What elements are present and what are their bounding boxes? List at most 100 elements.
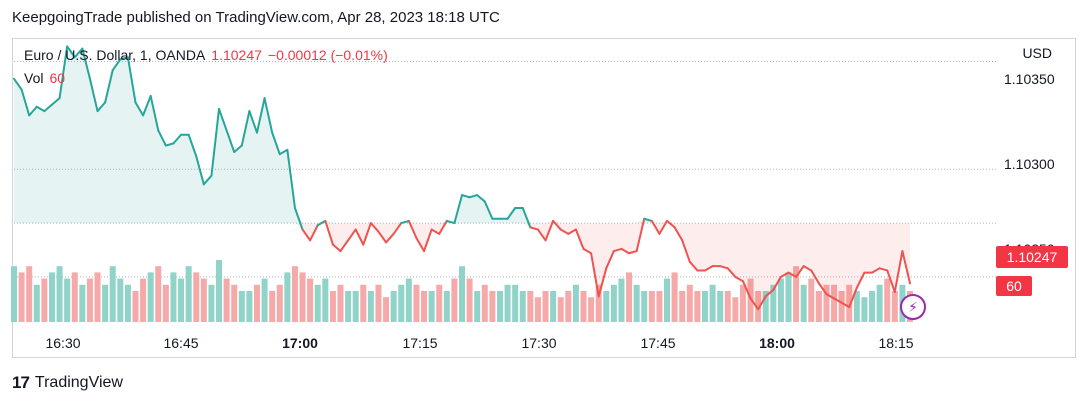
- price-segment: [28, 105, 38, 117]
- price-segment: [119, 56, 129, 61]
- price-segment: [438, 219, 448, 235]
- price-segment: [126, 56, 137, 104]
- price-segment: [66, 45, 76, 59]
- price-segment: [855, 271, 866, 289]
- volume-bar: [200, 278, 207, 322]
- price-segment: [400, 219, 410, 225]
- price-segment: [795, 265, 805, 278]
- volume-bar: [884, 278, 891, 322]
- volume-bar: [261, 278, 268, 322]
- negative-area: [14, 223, 910, 310]
- price-segment: [43, 103, 53, 113]
- volume-bar: [140, 278, 147, 322]
- price-segment: [901, 250, 911, 285]
- price-segment: [369, 222, 380, 233]
- symbol-name[interactable]: Euro / U.S. Dollar, 1, OANDA: [24, 47, 206, 63]
- volume-bar: [178, 278, 185, 322]
- brand[interactable]: 17 TradingView: [12, 373, 123, 393]
- volume-bar: [56, 266, 63, 322]
- volume-bar: [109, 266, 116, 322]
- volume-bar: [375, 284, 382, 322]
- price-segment: [20, 88, 31, 117]
- price-segment: [278, 148, 289, 156]
- volume-bar: [117, 278, 124, 322]
- volume-bar: [815, 291, 822, 322]
- price-segment: [218, 107, 228, 132]
- price-segment: [392, 222, 403, 235]
- volume-bar: [443, 291, 450, 322]
- volume-bar: [527, 291, 534, 322]
- tradingview-logo-icon: 17: [12, 373, 30, 392]
- price-segment: [240, 110, 251, 147]
- price-segment: [741, 280, 752, 300]
- volume-bar: [762, 291, 769, 322]
- price-segment: [802, 265, 813, 272]
- volume-bar: [269, 291, 276, 322]
- volume-label[interactable]: Vol: [24, 70, 44, 86]
- x-tick-label: 17:15: [402, 335, 438, 351]
- volume-bar: [565, 291, 572, 322]
- price-segment: [377, 230, 388, 244]
- x-tick-label: 18:15: [878, 335, 914, 351]
- price-segment: [529, 226, 539, 231]
- volume-bar: [853, 291, 860, 322]
- price-segment: [172, 133, 183, 145]
- volume-bar: [238, 291, 245, 322]
- price-segment: [13, 77, 23, 91]
- price-segment: [848, 286, 858, 309]
- price-segment: [324, 219, 334, 246]
- chart-frame: [12, 38, 1076, 358]
- volume-bar: [648, 291, 655, 322]
- price-segment: [726, 267, 737, 278]
- volume-bar: [846, 284, 853, 322]
- price-segment: [893, 250, 904, 293]
- price-segment: [476, 194, 486, 203]
- price-segment: [187, 133, 198, 158]
- volume-bar: [466, 278, 473, 322]
- volume-bar: [800, 284, 807, 322]
- volume-bar: [694, 291, 701, 322]
- last-price: 1.10247: [211, 47, 262, 63]
- volume-bar: [504, 284, 511, 322]
- price-segment: [347, 228, 357, 242]
- volume-bar: [481, 284, 488, 322]
- price-segment: [255, 97, 266, 134]
- price-segment: [559, 228, 570, 235]
- volume-bar: [299, 272, 306, 322]
- price-segment: [582, 247, 593, 255]
- volume-bar: [861, 297, 868, 322]
- price-segment: [749, 297, 760, 311]
- volume-bar: [459, 266, 465, 322]
- volume-bar: [436, 284, 443, 322]
- price-segment: [628, 250, 638, 255]
- price-segment: [88, 77, 99, 113]
- volume-bar: [755, 291, 762, 322]
- volume-bar: [132, 291, 139, 322]
- volume-bar: [124, 284, 131, 322]
- price-segment: [650, 219, 661, 235]
- volume-bar: [717, 291, 724, 322]
- volume-legend: Vol 60: [24, 70, 65, 86]
- price-segment: [331, 243, 342, 253]
- price-segment: [544, 219, 555, 242]
- volume-bar: [489, 291, 496, 322]
- price-segment: [142, 95, 152, 117]
- x-tick-label: 18:00: [759, 335, 795, 351]
- volume-bar: [79, 284, 86, 322]
- y-tick-label: 1.10300: [1004, 156, 1055, 172]
- price-segment: [590, 252, 600, 298]
- price-segment: [878, 267, 889, 272]
- price-segment: [423, 228, 433, 253]
- lightning-icon[interactable]: ⚡: [900, 294, 926, 320]
- price-segment: [445, 219, 456, 225]
- price-segment: [719, 265, 729, 270]
- volume-bar: [869, 291, 876, 322]
- volume-bar: [276, 284, 283, 322]
- volume-bar: [162, 284, 169, 322]
- volume-bar: [405, 278, 412, 322]
- volume-bar: [383, 297, 390, 322]
- price-segment: [886, 269, 896, 293]
- volume-bar: [11, 266, 17, 322]
- volume-bar: [709, 284, 716, 322]
